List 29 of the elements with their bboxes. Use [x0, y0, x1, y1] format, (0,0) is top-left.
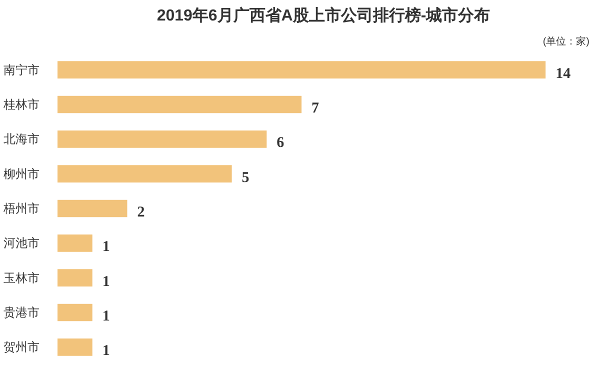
y-tick-label: 河池市: [4, 236, 40, 250]
bar: [58, 338, 92, 356]
bar: [58, 96, 302, 114]
y-tick-label: 梧州市: [2, 202, 40, 216]
data-label: 6: [276, 135, 285, 152]
bar: [58, 200, 128, 218]
data-label: 1: [102, 343, 110, 360]
y-tick-label: 贺州市: [4, 340, 40, 354]
y-tick-label: 柳州市: [4, 166, 40, 181]
text: (单位：家): [542, 36, 590, 48]
data-label: 2: [137, 204, 145, 220]
data-label: 1: [102, 239, 110, 256]
y-tick-label: 桂林市: [2, 98, 40, 112]
data-label: 1: [102, 274, 110, 290]
bar: [58, 304, 92, 322]
y-tick-label: 南宁市: [4, 62, 40, 77]
y-tick-label: 贵港市: [4, 306, 40, 320]
bar: [58, 130, 267, 148]
bar: [58, 61, 546, 78]
bar: [58, 234, 92, 252]
data-label: 5: [242, 170, 250, 186]
bar: [58, 165, 232, 182]
bar: [58, 269, 92, 286]
chart-title: 2019年6月广西省A股上市公司排行榜-城市分布: [156, 6, 490, 24]
y-tick-label: 北海市: [4, 132, 40, 146]
data-label: 7: [312, 100, 320, 116]
y-tick-label: 玉林市: [4, 270, 40, 285]
data-label: 14: [556, 66, 572, 82]
data-label: 1: [102, 308, 110, 324]
